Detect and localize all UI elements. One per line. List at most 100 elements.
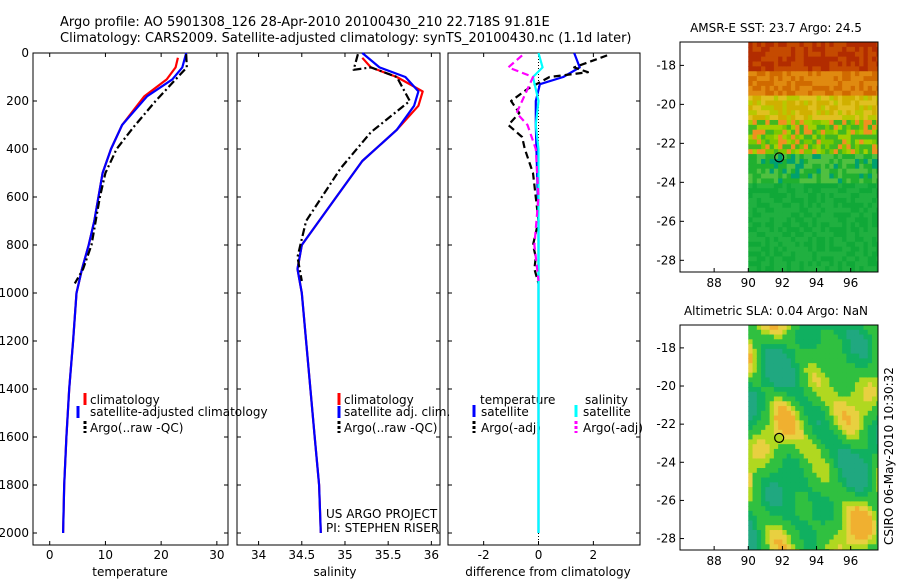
sla_map-cell [752, 510, 758, 517]
sla_map-cell [748, 425, 754, 431]
sst_map-cell [854, 76, 860, 82]
sla_map-cell [825, 358, 830, 364]
sst_map-cell [876, 95, 878, 102]
sst_map-cell [799, 134, 805, 141]
sla_map-cell [876, 496, 878, 502]
sla_map-cell [850, 329, 856, 336]
sst_map-cell [842, 46, 848, 53]
sla_map-cell [790, 396, 796, 402]
sst_map-cell [795, 124, 801, 131]
sst_map-cell [850, 246, 856, 253]
sla_map-cell [765, 501, 771, 507]
sla_map-cell [803, 448, 809, 455]
sla_map-cell [867, 529, 873, 536]
sst_map-cell [816, 85, 822, 92]
sla_map-cell [782, 425, 788, 431]
sst_map-cell [803, 95, 809, 102]
sst_map-cell [837, 266, 843, 272]
sst_map-cell [769, 134, 775, 141]
sla_map-cell [748, 406, 754, 412]
sst_map-cell [829, 246, 835, 253]
sla_map-cell [752, 377, 758, 383]
sla_map-cell [854, 344, 860, 350]
sst_map-cell [769, 197, 775, 204]
sla_map-cell [867, 468, 873, 474]
sla_map-cell [829, 468, 835, 474]
sst_map-cell [820, 232, 826, 238]
sst_map-cell [756, 207, 762, 214]
sla_map-cell [812, 472, 818, 479]
sla_map-cell [803, 463, 809, 469]
sst_map-cell [854, 246, 860, 253]
sst_map-cell [837, 115, 843, 121]
sla_map-cell [833, 425, 839, 431]
sla_map-cell [761, 439, 766, 445]
sst_map-cell [769, 266, 775, 272]
sst_map-cell [829, 85, 835, 92]
sla_map-cell [850, 401, 856, 407]
sst_map-cell [748, 266, 754, 272]
sla_map-cell [859, 515, 865, 522]
temperature-xlabel: temperature [92, 565, 167, 579]
sla_map-cell [816, 339, 822, 345]
sst_map-cell [769, 129, 775, 136]
sla_map-cell [765, 468, 771, 474]
sst_map-cell [829, 261, 835, 267]
sla_map-cell [829, 520, 835, 526]
sst_map-cell [859, 241, 865, 248]
sla_map-cell [786, 472, 792, 479]
sst_map-cell [812, 212, 818, 219]
sla_map-cell [833, 453, 839, 460]
sst_map-cell [773, 46, 779, 53]
sst_map-cell [761, 183, 766, 189]
sst_map-cell [803, 61, 809, 67]
sst_map-cell [859, 134, 865, 141]
sst_map-cell [842, 76, 848, 82]
sst_map-cell [816, 144, 822, 150]
sst_map-cell [820, 42, 826, 48]
sla_map-cell [812, 358, 818, 364]
sst_map-cell [846, 76, 852, 82]
sst_map-cell [829, 207, 835, 214]
sla_map-cell [786, 415, 792, 421]
sst_map-cell [765, 85, 771, 92]
sla_map-cell [752, 501, 758, 507]
sst_map-cell [786, 256, 792, 262]
sst_map-cell [850, 183, 856, 189]
sla_map-cell [859, 458, 865, 464]
sla_map-cell [756, 406, 762, 412]
sst_map-cell [756, 51, 762, 58]
sla_map-cell [872, 334, 877, 340]
sla_map-cell [765, 377, 771, 383]
sla_map-cell [769, 520, 775, 526]
sla_map-cell [872, 353, 877, 359]
sla_map-cell [756, 429, 762, 436]
sst_map-cell [825, 154, 830, 160]
sla_map-cell [748, 496, 754, 502]
sla_map-cell [748, 458, 754, 464]
sla_map-cell [790, 539, 796, 545]
sst_map-cell [748, 222, 754, 228]
sst_map-cell [790, 90, 796, 97]
sst_map-cell [778, 134, 784, 141]
sla_map-cell [867, 482, 873, 488]
sla_map-cell [769, 406, 775, 412]
sla_map-cell [859, 377, 865, 383]
sst_map-cell [863, 212, 869, 219]
sst_map-cell [842, 110, 848, 116]
sst_map-cell [833, 217, 839, 223]
sla_map-cell [854, 410, 860, 417]
sst_map-cell [846, 105, 852, 111]
sla_map-cell [859, 325, 865, 331]
sla_map-cell [756, 372, 762, 379]
sst_map-cell [846, 115, 852, 121]
sst_map-cell [842, 129, 848, 136]
sst_map-cell [799, 197, 805, 204]
sla_map-cell [756, 510, 762, 517]
diff-legend-temp-satellite: satellite [481, 405, 529, 419]
sla_map-cell [812, 448, 818, 455]
sst_map-cell [808, 46, 813, 53]
sla_map-cell [786, 444, 792, 450]
sla_map-cell [876, 429, 878, 436]
sst_map-cell [876, 266, 878, 272]
